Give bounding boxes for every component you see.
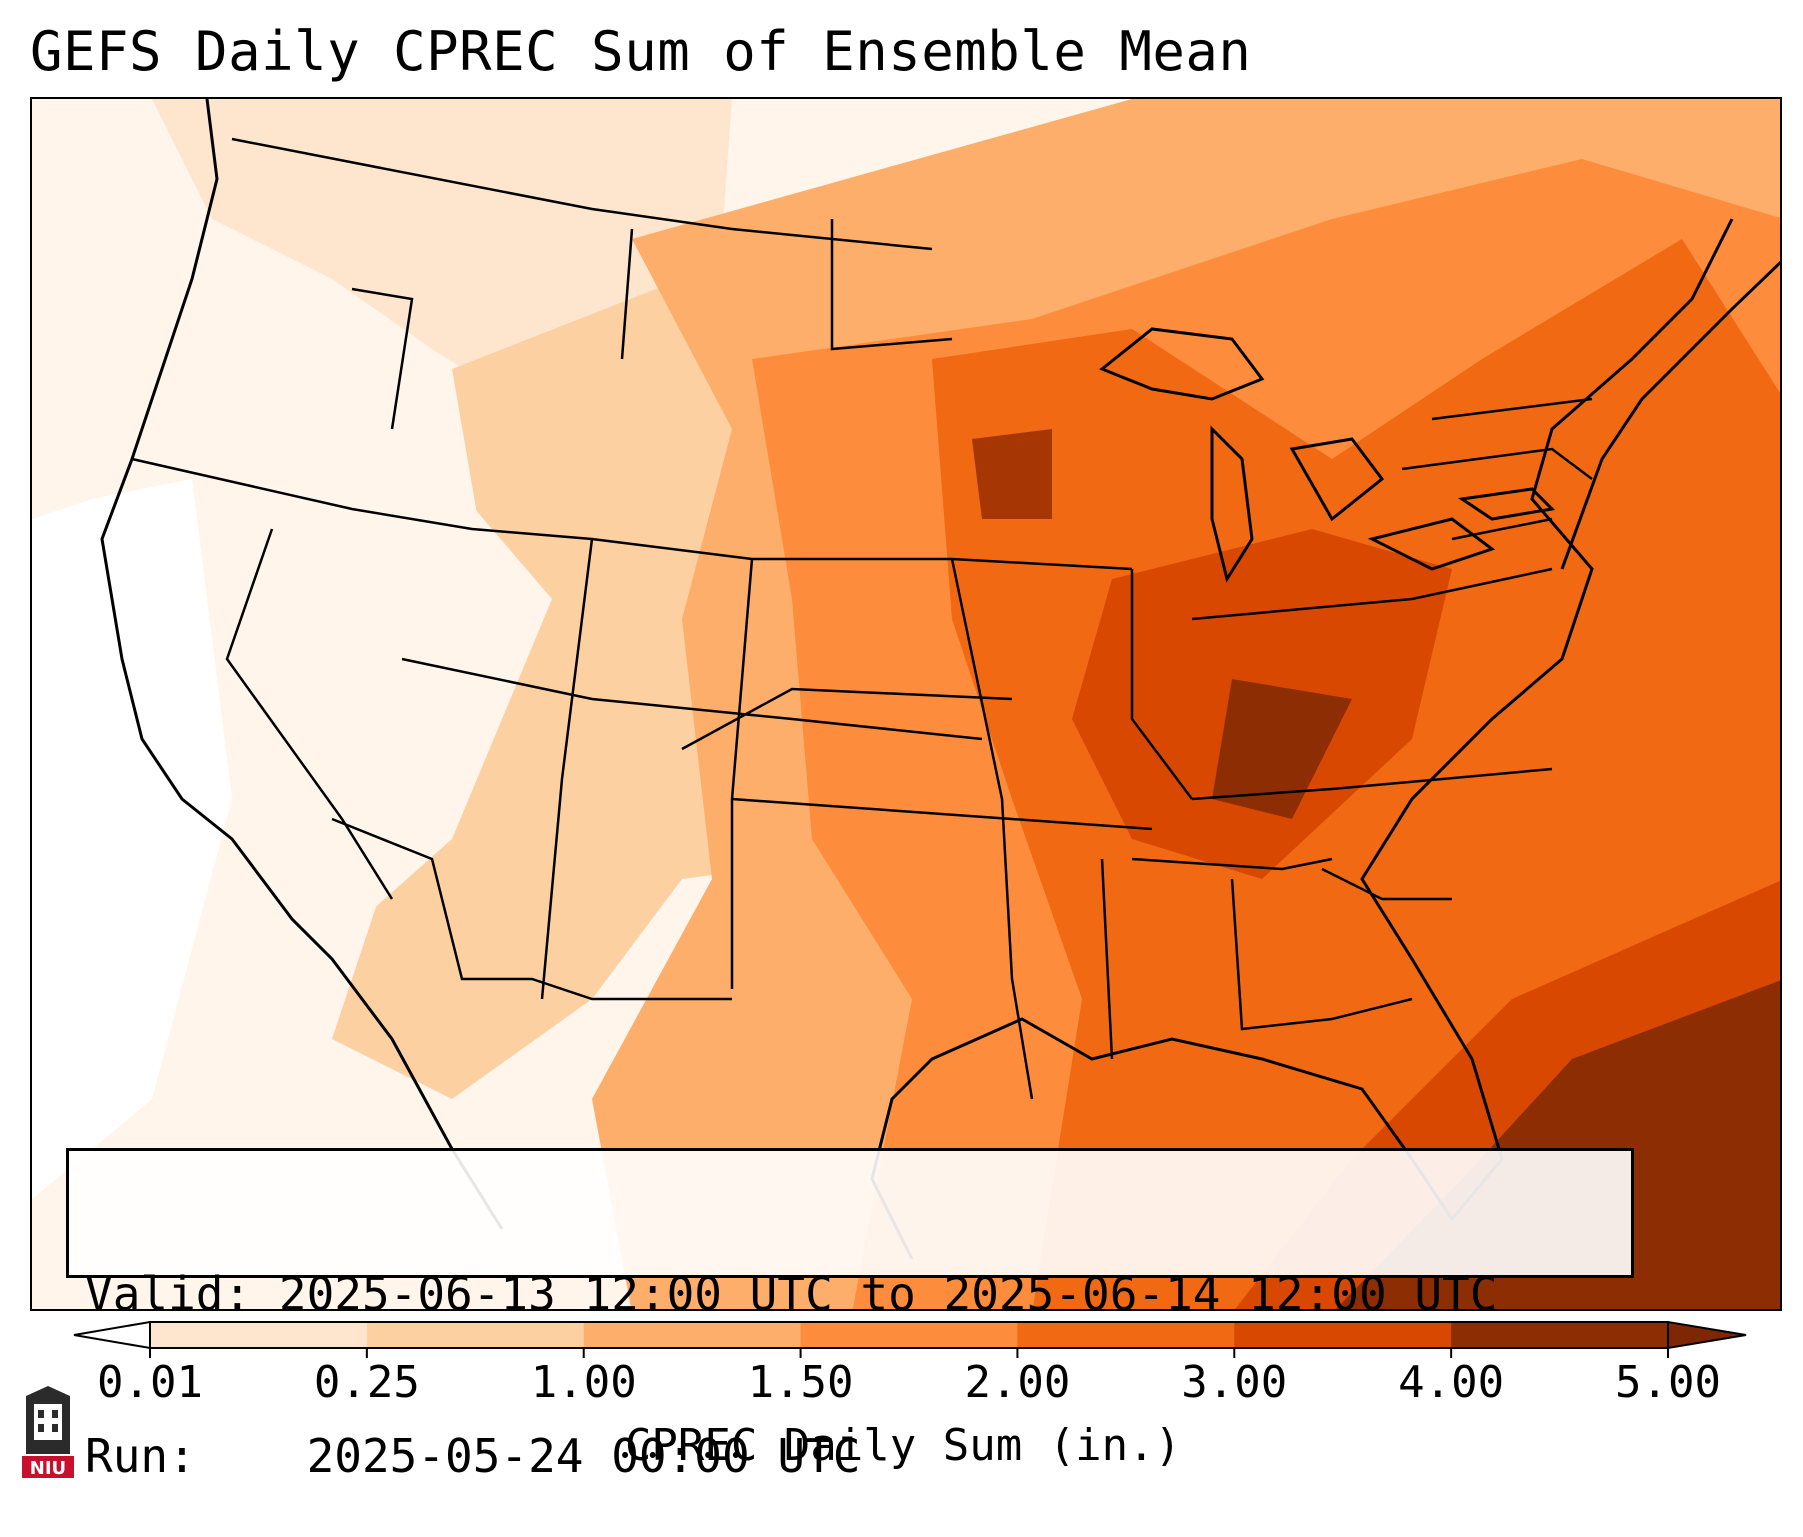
state-boundaries: [131, 137, 1593, 1100]
run-row: Run: 2025-05-24 00:00 UTC: [85, 1429, 1615, 1483]
colorbar-under-arrow: [73, 1320, 151, 1350]
valid-label: Valid:: [85, 1267, 252, 1321]
niu-logo: NIU: [22, 1386, 74, 1479]
colorbar-segment: [1234, 1322, 1452, 1348]
colorbar-tick-label: 2.00: [964, 1357, 1071, 1408]
colorbar-over-arrow: [1667, 1320, 1747, 1350]
colorbar-tick-label: 0.01: [97, 1357, 203, 1408]
run-value: 2025-05-24 00:00 UTC: [306, 1429, 861, 1483]
niu-logo-text: NIU: [30, 1458, 66, 1479]
map-title: GEFS Daily CPREC Sum of Ensemble Mean: [30, 20, 1252, 83]
colorbar-segment: [1017, 1322, 1235, 1348]
valid-value: 2025-06-13 12:00 UTC to 2025-06-14 12:00…: [278, 1267, 1498, 1321]
valid-row: Valid: 2025-06-13 12:00 UTC to 2025-06-1…: [85, 1267, 1615, 1321]
precipitation-map: [30, 97, 1782, 1311]
colorbar-segment: [1451, 1322, 1669, 1348]
colorbar-ticks: [149, 1348, 1669, 1358]
precip-shading: [32, 99, 1780, 1309]
colorbar-segment: [150, 1322, 368, 1348]
colorbar-segment: [800, 1322, 1018, 1348]
run-info-box: Valid: 2025-06-13 12:00 UTC to 2025-06-1…: [66, 1148, 1634, 1483]
colorbar-label: CPREC Daily Sum (in.): [624, 1420, 1182, 1471]
map-canvas: [32, 99, 1780, 1309]
colorbar-tick-label: 1.00: [530, 1357, 637, 1408]
colorbar-tick-label: 0.25: [313, 1357, 420, 1408]
colorbar-outline: [149, 1321, 1669, 1349]
colorbar-segments: [73, 1320, 1747, 1350]
colorbar-tick-label: 1.50: [747, 1357, 854, 1408]
colorbar-tick-label: 4.00: [1398, 1357, 1505, 1408]
colorbar: [73, 1320, 1747, 1358]
run-label: Run:: [85, 1429, 196, 1483]
coastline: [100, 99, 1780, 1260]
colorbar-tick-label: 5.00: [1615, 1357, 1721, 1408]
colorbar-segment: [583, 1322, 802, 1348]
colorbar-tick-label: 3.00: [1181, 1357, 1288, 1408]
great-lakes: [1099, 327, 1556, 583]
colorbar-segment: [366, 1322, 585, 1348]
